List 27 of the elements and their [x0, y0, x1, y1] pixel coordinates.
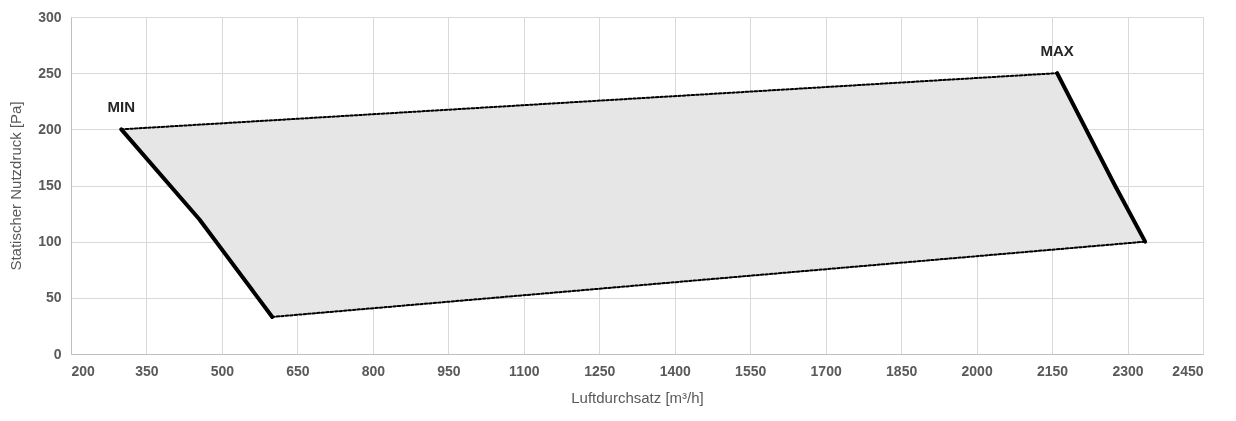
x-tick-label: 1550 — [735, 362, 767, 379]
x-tick-label: 1250 — [584, 362, 616, 379]
x-tick-label: 2150 — [1036, 362, 1069, 379]
x-tick-label: 1850 — [886, 362, 918, 379]
y-axis-title: Statischer Nutzdruck [Pa] — [7, 101, 25, 271]
x-tick-label: 1400 — [659, 362, 692, 379]
y-tick-label: 250 — [38, 64, 62, 81]
x-tick-label: 950 — [437, 362, 461, 379]
y-tick-label: 0 — [53, 345, 62, 362]
x-tick-label: 2000 — [961, 362, 993, 379]
y-tick-label: 200 — [38, 120, 62, 137]
x-tick-label: 350 — [135, 362, 159, 379]
x-tick-label: 200 — [71, 362, 96, 379]
series-label: MAX — [1040, 42, 1074, 60]
x-tick-label: 2300 — [1112, 362, 1144, 379]
y-tick-label: 50 — [45, 289, 62, 306]
x-tick-label: 1100 — [509, 362, 540, 379]
y-tick-label: 150 — [38, 177, 62, 193]
y-tick-label: 300 — [38, 8, 62, 25]
y-tick-label: 100 — [38, 233, 62, 250]
x-tick-label: 1700 — [810, 362, 842, 379]
series-label: MIN — [107, 98, 136, 116]
x-tick-label: 500 — [210, 362, 235, 379]
x-tick-label: 800 — [361, 362, 386, 379]
x-tick-label: 650 — [286, 362, 310, 379]
x-axis-title: Luftdurchsatz [m³/h] — [571, 388, 704, 406]
x-tick-label: 2450 — [1172, 362, 1204, 379]
